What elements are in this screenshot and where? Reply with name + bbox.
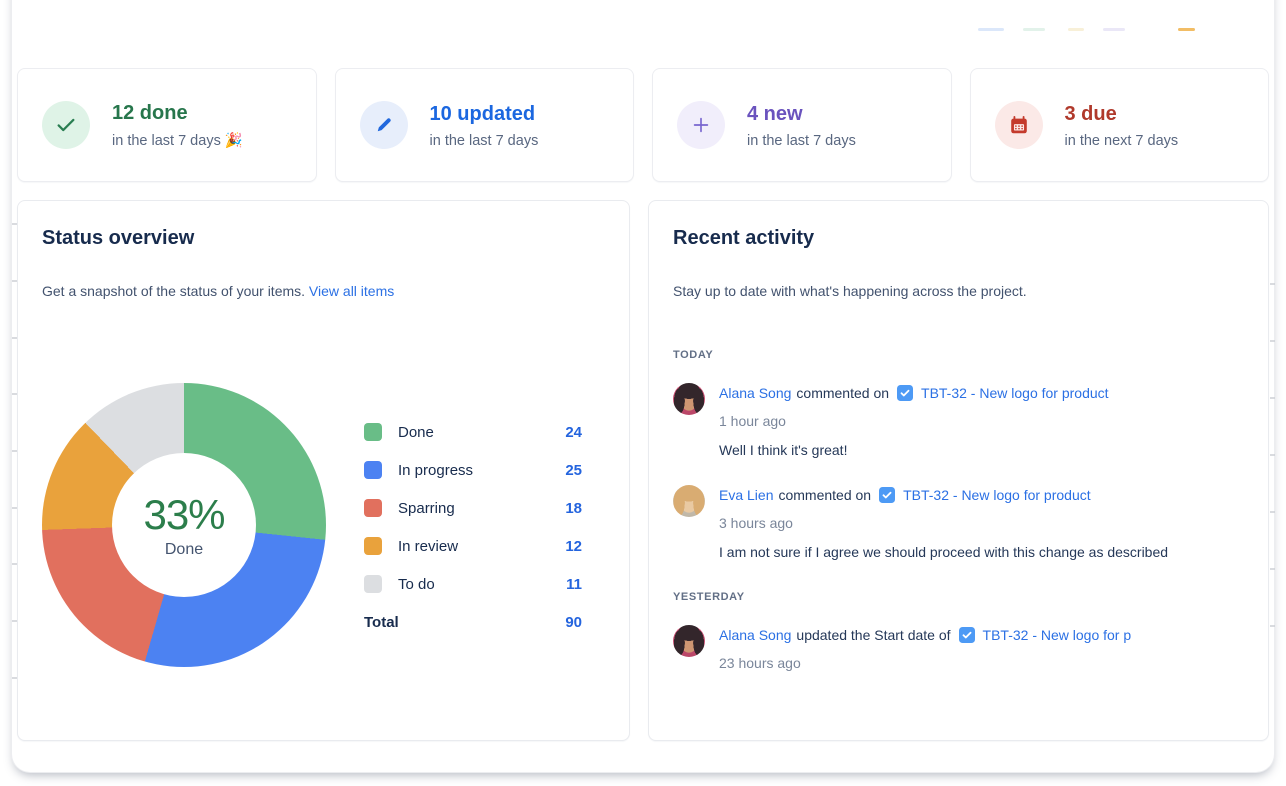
pencil-icon: [359, 101, 408, 149]
status-overview-subtitle: Get a snapshot of the status of your ite…: [42, 283, 395, 299]
legend-row-sparring: Sparring 18: [364, 489, 582, 527]
issue-link[interactable]: TBT-32 - New logo for product: [903, 487, 1091, 503]
ghost-artifact: [1023, 28, 1045, 31]
card-done-subtitle: in the last 7 days 🎉: [112, 133, 243, 149]
activity-comment: Well I think it's great!: [719, 442, 848, 458]
legend-swatch-in-progress: [364, 461, 382, 479]
activity-timestamp: 3 hours ago: [719, 515, 793, 531]
avatar[interactable]: [673, 383, 705, 415]
donut-percent: 33%: [143, 491, 225, 538]
activity-action: updated the Start date of: [796, 627, 951, 643]
donut-center: 33% Done: [112, 453, 256, 597]
legend-row-in-review: In review 12: [364, 527, 582, 565]
activity-item: Alana Song updated the Start date of TBT…: [673, 625, 1244, 673]
user-link[interactable]: Alana Song: [719, 627, 792, 643]
user-link[interactable]: Eva Lien: [719, 487, 774, 503]
card-updated-title: 10 updated: [429, 102, 536, 125]
plus-icon: [677, 101, 725, 149]
legend-row-total: Total 90: [364, 613, 582, 631]
group-label-yesterday: YESTERDAY: [673, 591, 745, 603]
card-done[interactable]: 12 done in the last 7 days 🎉: [17, 68, 317, 182]
legend-swatch-to-do: [364, 575, 382, 593]
recent-activity-title: Recent activity: [673, 227, 815, 249]
avatar[interactable]: [673, 625, 705, 657]
legend-swatch-in-review: [364, 537, 382, 555]
activity-item: Eva Lien commented on TBT-32 - New logo …: [673, 485, 1244, 563]
legend-row-done: Done 24: [364, 413, 582, 451]
recent-activity-subtitle: Stay up to date with what's happening ac…: [673, 283, 1027, 299]
task-checkbox-icon: [879, 487, 896, 503]
avatar[interactable]: [673, 485, 705, 517]
status-overview-panel: Status overview Get a snapshot of the st…: [17, 200, 630, 741]
activity-timestamp: 1 hour ago: [719, 413, 786, 429]
activity-item: Alana Song commented on TBT-32 - New log…: [673, 383, 1244, 461]
status-legend: Done 24 In progress 25 Sparring 18: [364, 413, 582, 667]
card-new-title: 4 new: [747, 102, 803, 125]
card-new-subtitle: in the last 7 days: [747, 132, 856, 149]
ghost-artifact: [1068, 28, 1084, 31]
activity-comment: I am not sure if I agree we should proce…: [719, 544, 1169, 560]
check-icon: [42, 101, 90, 149]
card-due[interactable]: 3 due in the next 7 days: [969, 68, 1269, 182]
activity-action: commented on: [778, 487, 872, 503]
ghost-artifact: [978, 28, 1004, 31]
status-overview-title: Status overview: [42, 227, 195, 249]
legend-row-to-do: To do 11: [364, 565, 582, 603]
summary-cards-row: 12 done in the last 7 days 🎉 10 updated …: [17, 68, 1269, 182]
recent-activity-panel: Recent activity Stay up to date with wha…: [648, 200, 1269, 741]
card-updated-subtitle: in the last 7 days: [429, 132, 539, 149]
activity-action: commented on: [796, 385, 890, 401]
card-due-subtitle: in the next 7 days: [1064, 132, 1179, 149]
ghost-artifact: [1178, 28, 1195, 31]
card-updated[interactable]: 10 updated in the last 7 days: [334, 68, 634, 182]
legend-swatch-done: [364, 423, 382, 441]
card-due-title: 3 due: [1064, 102, 1117, 125]
dashboard-window: 12 done in the last 7 days 🎉 10 updated …: [12, 0, 1274, 772]
legend-row-in-progress: In progress 25: [364, 451, 582, 489]
calendar-icon: [994, 101, 1043, 149]
user-link[interactable]: Alana Song: [719, 385, 792, 401]
card-done-title: 12 done: [112, 102, 188, 124]
task-checkbox-icon: [958, 627, 975, 643]
task-checkbox-icon: [897, 385, 914, 401]
group-label-today: TODAY: [673, 349, 714, 361]
legend-swatch-sparring: [364, 499, 382, 517]
issue-link[interactable]: TBT-32 - New logo for p: [982, 627, 1132, 643]
issue-link[interactable]: TBT-32 - New logo for product: [921, 385, 1109, 401]
activity-timestamp: 23 hours ago: [719, 655, 801, 671]
donut-center-label: Done: [164, 541, 204, 558]
card-new[interactable]: 4 new in the last 7 days: [652, 68, 952, 182]
ghost-artifact: [1103, 28, 1125, 31]
view-all-items-link[interactable]: View all items: [308, 283, 395, 299]
